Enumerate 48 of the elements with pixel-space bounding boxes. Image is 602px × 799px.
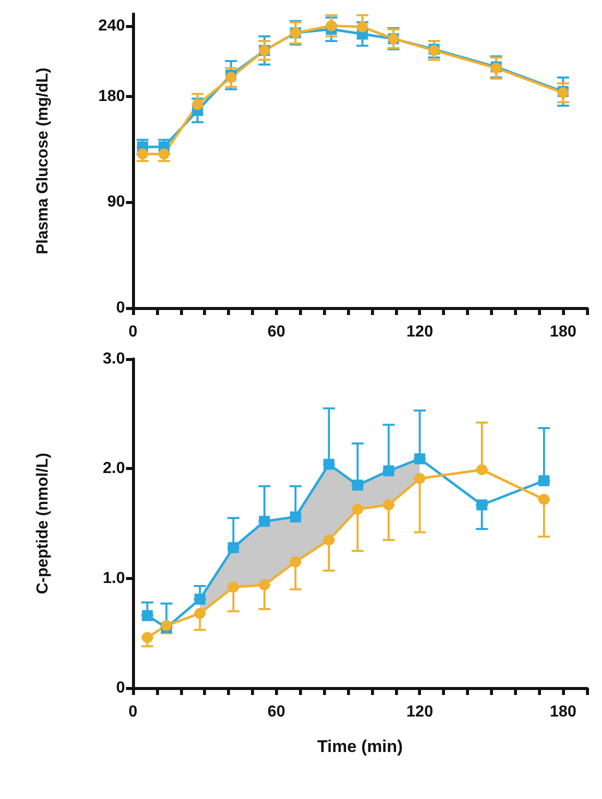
point [352, 504, 364, 515]
point [538, 494, 550, 505]
point [258, 579, 270, 590]
y-tick-label: 0 [116, 300, 126, 316]
point [225, 72, 236, 83]
point [160, 620, 172, 631]
point [538, 475, 550, 486]
y-tick-label: 180 [98, 88, 126, 105]
x-axis-title: Time (min) [317, 737, 403, 756]
y-tick-label: 1.0 [102, 570, 126, 587]
point [290, 556, 301, 568]
x-tick-label: 60 [267, 704, 286, 720]
point [192, 99, 204, 110]
y-tick-label: 3.0 [102, 350, 126, 368]
point [414, 473, 426, 484]
point [414, 453, 426, 464]
point [194, 608, 206, 619]
x-tick-label: 60 [267, 324, 286, 340]
point [323, 534, 334, 546]
point [383, 499, 394, 510]
point [326, 20, 337, 32]
point [476, 464, 488, 476]
x-tick-label: 120 [406, 324, 434, 340]
y-tick-label: 0 [116, 680, 126, 696]
y-tick-label: 90 [107, 194, 126, 211]
x-tick-label: 0 [128, 324, 138, 340]
x-tick-label: 120 [406, 704, 434, 720]
y-tick-label: 2.0 [102, 460, 126, 478]
point [158, 148, 170, 160]
point [323, 458, 334, 470]
point [290, 511, 301, 522]
point [383, 465, 394, 476]
x-tick-label: 180 [550, 324, 577, 340]
y-axis-title: C-peptide (nmol/L) [34, 452, 52, 594]
y-axis-title: Plasma Glucose (mg/dL) [34, 68, 52, 254]
y-tick-label: 240 [98, 17, 126, 34]
point [142, 632, 153, 644]
point [356, 21, 368, 32]
point [142, 610, 153, 622]
x-tick-label: 0 [128, 704, 138, 720]
point [476, 499, 488, 510]
point [258, 516, 270, 527]
point [228, 582, 239, 593]
point [137, 148, 148, 160]
point [352, 480, 364, 491]
x-tick-label: 180 [550, 704, 577, 720]
point [228, 542, 239, 554]
point [194, 594, 206, 605]
